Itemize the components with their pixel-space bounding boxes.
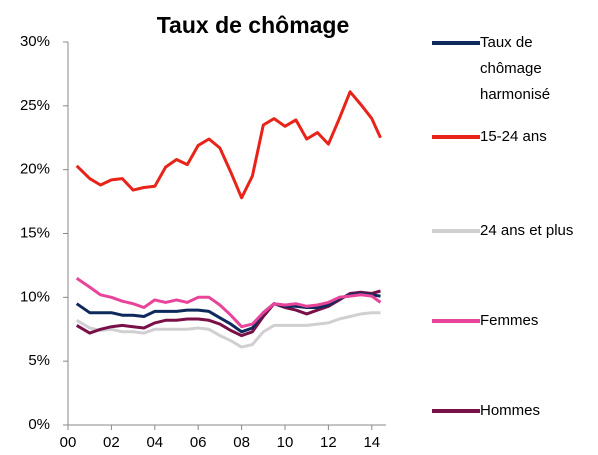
x-tick-label: 08	[233, 434, 250, 451]
legend-item: 15-24 ans	[432, 124, 590, 150]
x-tick-label: 00	[60, 434, 77, 451]
y-tick-label: 20%	[20, 161, 50, 178]
legend-swatch	[432, 135, 480, 139]
legend-label: Hommes	[480, 402, 541, 419]
series-line	[75, 276, 382, 329]
legend-swatch	[432, 229, 480, 233]
legend-swatch	[432, 41, 480, 45]
x-tick-label: 06	[190, 434, 207, 451]
legend-item: Taux de chômage harmonisé	[432, 30, 590, 108]
y-tick-label: 25%	[20, 97, 50, 114]
chart-title: Taux de chômage	[157, 12, 350, 38]
series-line	[75, 292, 381, 334]
series-line	[75, 311, 381, 349]
legend-label: 24 ans et plus	[480, 222, 574, 239]
y-tick-label: 15%	[20, 224, 50, 241]
legend-label: Femmes	[480, 312, 539, 329]
legend-item: Femmes	[432, 308, 590, 334]
legend-swatch	[432, 319, 480, 323]
y-tick-label: 5%	[28, 352, 50, 369]
legend-label: 15-24 ans	[480, 128, 547, 145]
x-tick-label: 12	[320, 434, 337, 451]
x-tick-label: 14	[363, 434, 380, 451]
x-tick-label: 04	[146, 434, 163, 451]
y-tick-label: 30%	[20, 33, 50, 50]
x-tick-label: 02	[103, 434, 120, 451]
series-line	[75, 90, 382, 200]
x-tick-label: 10	[277, 434, 294, 451]
y-tick-label: 0%	[28, 416, 50, 433]
legend-label: Taux de chômage harmonisé	[480, 34, 551, 103]
legend-swatch	[432, 409, 480, 413]
legend-item: Hommes	[432, 398, 590, 424]
legend-item: 24 ans et plus	[432, 218, 590, 244]
y-tick-label: 10%	[20, 288, 50, 305]
